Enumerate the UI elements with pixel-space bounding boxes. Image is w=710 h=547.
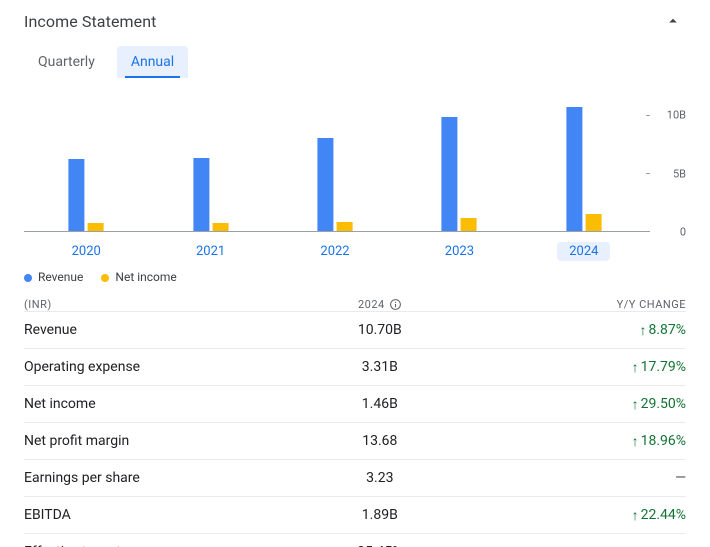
- metric-value: 10.70B: [289, 322, 471, 338]
- y-tick-label: 0: [680, 226, 686, 239]
- net-income-bar[interactable]: [461, 218, 477, 231]
- chart-x-axis: 20202021202220232024: [24, 236, 646, 262]
- bar-group: [522, 92, 646, 231]
- net-income-bar[interactable]: [585, 214, 601, 231]
- year-label[interactable]: 2022: [273, 236, 397, 262]
- yoy-change: —: [471, 470, 686, 486]
- metric-name: Earnings per share: [24, 470, 289, 486]
- income-statement-card: Income Statement QuarterlyAnnual 0 5B 10B …: [0, 0, 710, 547]
- arrow-up-icon: ↑: [639, 322, 646, 339]
- bar-group: [273, 92, 397, 231]
- collapse-chevron-up-icon[interactable]: [660, 8, 686, 34]
- y-tick-mark: [646, 173, 650, 174]
- currency-label: (INR): [24, 298, 289, 311]
- legend-label: Net income: [115, 270, 176, 284]
- legend-swatch: [101, 274, 109, 282]
- table-row: Net profit margin13.68↑18.96%: [24, 422, 686, 459]
- yoy-change: ↑8.87%: [471, 322, 686, 339]
- chart-plot-area: [24, 92, 646, 232]
- metric-value: 13.68: [289, 433, 471, 449]
- chart-y-axis: 05B10B: [656, 92, 686, 232]
- year-label[interactable]: 2024: [522, 236, 646, 262]
- metric-name: Net profit margin: [24, 433, 289, 449]
- year-label[interactable]: 2020: [24, 236, 148, 262]
- arrow-up-icon: ↑: [632, 507, 639, 524]
- table-row: Effective tax rate25.45%—: [24, 533, 686, 547]
- metric-value: 3.23: [289, 470, 471, 486]
- metric-name: Net income: [24, 396, 289, 412]
- legend-item: Net income: [101, 270, 176, 284]
- table-header-row: (INR) 2024 Y/Y CHANGE: [24, 298, 686, 311]
- revenue-chart: 0 5B 10B 20202021202220232024: [24, 92, 686, 262]
- bar-group: [24, 92, 148, 231]
- revenue-bar[interactable]: [193, 158, 209, 231]
- arrow-up-icon: ↑: [632, 359, 639, 376]
- yoy-change: ↑17.79%: [471, 359, 686, 376]
- legend-label: Revenue: [38, 270, 83, 284]
- metric-value: 3.31B: [289, 359, 471, 375]
- revenue-bar[interactable]: [566, 107, 582, 231]
- table-row: Revenue10.70B↑8.87%: [24, 311, 686, 348]
- arrow-up-icon: ↑: [632, 433, 639, 450]
- yoy-change: ↑18.96%: [471, 433, 686, 450]
- tab-quarterly[interactable]: Quarterly: [24, 46, 109, 78]
- table-row: Net income1.46B↑29.50%: [24, 385, 686, 422]
- metric-name: EBITDA: [24, 507, 289, 523]
- y-tick-label: 10B: [667, 109, 686, 122]
- info-icon[interactable]: [389, 298, 402, 311]
- table-row: Earnings per share3.23—: [24, 459, 686, 496]
- revenue-bar[interactable]: [69, 159, 85, 231]
- yoy-column-header: Y/Y CHANGE: [471, 298, 686, 311]
- section-title: Income Statement: [24, 12, 157, 31]
- year-label[interactable]: 2021: [148, 236, 272, 262]
- revenue-bar[interactable]: [317, 138, 333, 231]
- table-row: Operating expense3.31B↑17.79%: [24, 348, 686, 385]
- yoy-change: ↑22.44%: [471, 507, 686, 524]
- metric-name: Operating expense: [24, 359, 289, 375]
- bar-group: [148, 92, 272, 231]
- revenue-bar[interactable]: [442, 117, 458, 231]
- net-income-bar[interactable]: [88, 223, 104, 231]
- net-income-bar[interactable]: [337, 222, 353, 231]
- tab-annual[interactable]: Annual: [117, 46, 188, 78]
- financials-table: Revenue10.70B↑8.87%Operating expense3.31…: [24, 311, 686, 547]
- y-tick-label: 5B: [673, 167, 686, 180]
- value-column-header: 2024: [289, 298, 471, 311]
- bar-group: [397, 92, 521, 231]
- section-header: Income Statement: [24, 8, 686, 34]
- legend-item: Revenue: [24, 270, 83, 284]
- table-row: EBITDA1.89B↑22.44%: [24, 496, 686, 533]
- metric-value: 1.46B: [289, 396, 471, 412]
- year-label[interactable]: 2023: [397, 236, 521, 262]
- metric-name: Revenue: [24, 322, 289, 338]
- arrow-up-icon: ↑: [632, 396, 639, 413]
- period-tabs: QuarterlyAnnual: [24, 46, 686, 78]
- yoy-change: ↑29.50%: [471, 396, 686, 413]
- net-income-bar[interactable]: [212, 223, 228, 231]
- y-tick-mark: [646, 115, 650, 116]
- metric-value: 1.89B: [289, 507, 471, 523]
- chart-legend: Revenue Net income: [24, 270, 686, 284]
- y-tick-mark: [646, 231, 650, 232]
- legend-swatch: [24, 274, 32, 282]
